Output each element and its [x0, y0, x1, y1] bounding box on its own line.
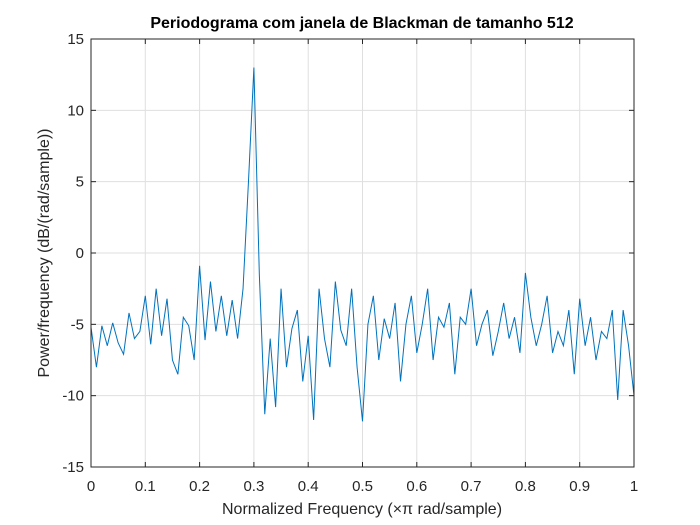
x-tick-label: 0.4 [298, 478, 319, 495]
x-axis-label: Normalized Frequency (×π rad/sample) [222, 501, 502, 518]
y-tick-label: -10 [62, 388, 84, 405]
x-tick-label: 0.9 [569, 478, 590, 495]
y-tick-label: -15 [62, 459, 84, 476]
x-tick-label: 1 [630, 478, 638, 495]
x-tick-labels: 0 0.1 0.2 0.3 0.4 0.5 0.6 0.7 0.8 0.9 1 [87, 478, 638, 495]
y-axis-label: Power/frequency (dB/(rad/sample)) [36, 129, 53, 378]
x-tick-label: 0.5 [352, 478, 373, 495]
x-tick-label: 0.1 [135, 478, 156, 495]
plot-frame [90, 38, 635, 468]
y-tick-label: 0 [76, 245, 84, 262]
x-tick-label: 0.3 [243, 478, 264, 495]
chart-title: Periodograma com janela de Blackman de t… [150, 15, 573, 32]
x-tick-label: 0.8 [515, 478, 536, 495]
series-line [90, 67, 635, 422]
y-tick-label: -5 [71, 316, 84, 333]
y-tick-label: 5 [76, 174, 84, 191]
x-tick-label: 0.6 [406, 478, 427, 495]
y-tick-label: 15 [67, 31, 84, 48]
y-tick-label: 10 [67, 102, 84, 119]
x-tick-label: 0.7 [461, 478, 482, 495]
x-tick-label: 0 [87, 478, 95, 495]
x-tick-label: 0.2 [189, 478, 210, 495]
y-tick-labels: -15 -10 -5 0 5 10 15 [62, 31, 84, 476]
